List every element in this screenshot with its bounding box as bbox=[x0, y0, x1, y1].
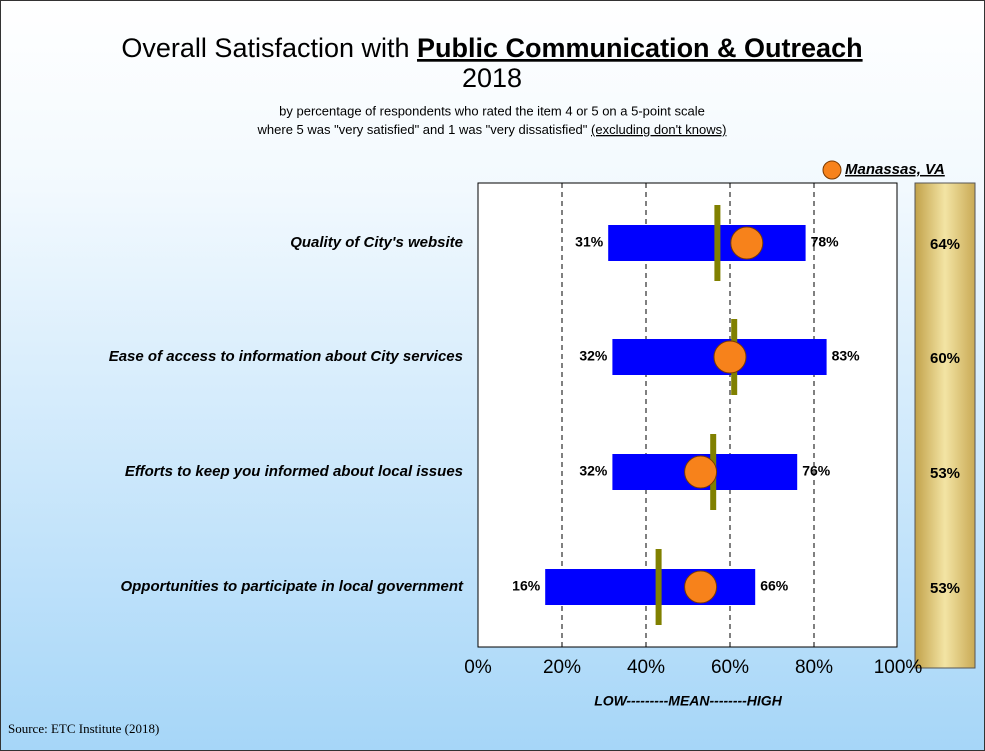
legend-label: Manassas, VA bbox=[845, 161, 945, 178]
category-label: Quality of City's website bbox=[290, 234, 463, 251]
x-tick-label: 80% bbox=[795, 657, 833, 678]
category-label: Opportunities to participate in local go… bbox=[120, 578, 464, 595]
category-label: Ease of access to information about City… bbox=[109, 348, 463, 365]
city-value: 53% bbox=[930, 465, 960, 482]
x-tick-label: 0% bbox=[464, 657, 492, 678]
city-value: 60% bbox=[930, 350, 960, 367]
city-panel bbox=[914, 182, 976, 669]
city-value: 64% bbox=[930, 236, 960, 253]
category-label: Efforts to keep you informed about local… bbox=[125, 463, 463, 480]
range-bar bbox=[608, 225, 806, 261]
city-marker bbox=[684, 455, 718, 489]
low-label: 32% bbox=[579, 463, 608, 479]
subtitle-part: (excluding don't knows) bbox=[591, 122, 726, 137]
subtitle: where 5 was "very satisfied" and 1 was "… bbox=[257, 122, 727, 137]
mean-marker bbox=[655, 549, 662, 625]
range-bar bbox=[545, 569, 756, 605]
title-year: 2018 bbox=[462, 63, 522, 93]
mean-marker bbox=[714, 205, 721, 281]
x-tick-label: 20% bbox=[543, 657, 581, 678]
x-tick-label: 40% bbox=[627, 657, 665, 678]
title-prefix: Overall Satisfaction with bbox=[121, 33, 417, 63]
legend-marker bbox=[822, 160, 842, 180]
subtitle-part: where 5 was "very satisfied" and 1 was "… bbox=[257, 122, 592, 137]
subtitle: by percentage of respondents who rated t… bbox=[279, 103, 705, 118]
source: Source: ETC Institute (2018) bbox=[8, 721, 159, 736]
city-value: 53% bbox=[930, 580, 960, 597]
high-label: 83% bbox=[832, 348, 861, 364]
high-label: 76% bbox=[802, 463, 831, 479]
low-label: 31% bbox=[575, 234, 604, 250]
x-tick-label: 60% bbox=[711, 657, 749, 678]
low-label: 16% bbox=[512, 578, 541, 594]
title-emphasis: Public Communication & Outreach bbox=[417, 33, 863, 63]
city-marker bbox=[684, 570, 718, 604]
x-tick-label: 100% bbox=[874, 657, 923, 678]
city-marker bbox=[730, 226, 764, 260]
high-label: 66% bbox=[760, 578, 789, 594]
high-label: 78% bbox=[811, 234, 840, 250]
chart-title: Overall Satisfaction with Public Communi… bbox=[121, 33, 862, 63]
city-marker bbox=[713, 340, 747, 374]
x-axis-label: LOW---------MEAN--------HIGH bbox=[594, 693, 783, 709]
low-label: 32% bbox=[579, 348, 608, 364]
